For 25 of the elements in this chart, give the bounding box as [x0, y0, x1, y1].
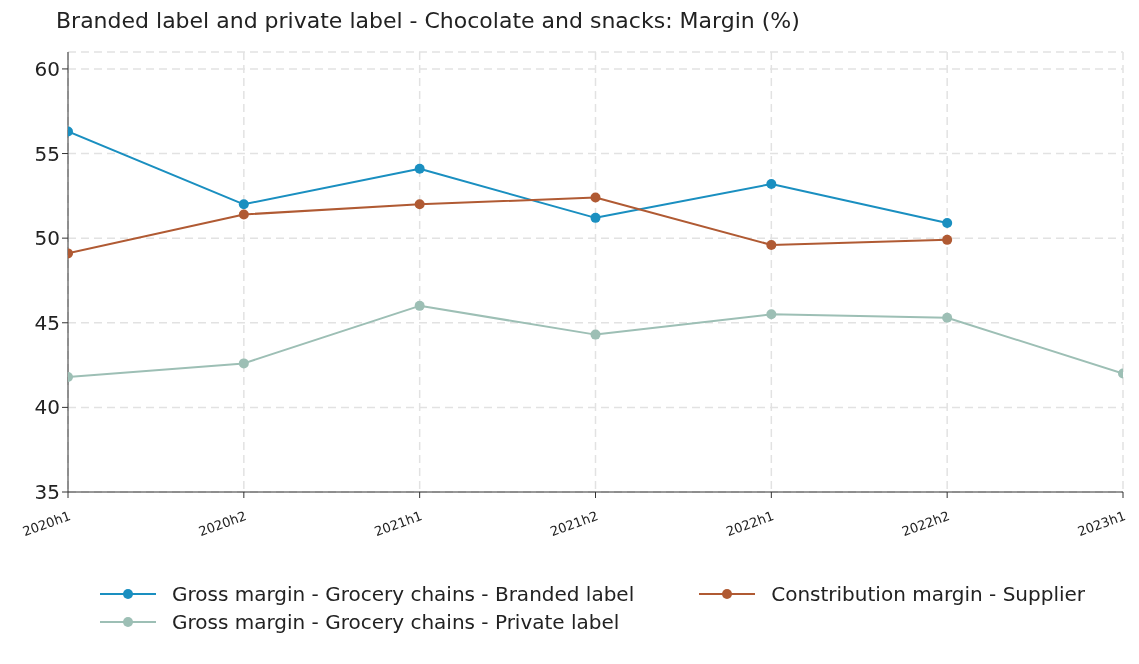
legend-label: Gross margin - Grocery chains - Private label — [172, 610, 620, 634]
point — [766, 239, 777, 250]
legend-label: Gross margin - Grocery chains - Branded label — [172, 582, 635, 606]
point — [414, 199, 425, 210]
point — [238, 199, 249, 210]
point — [766, 309, 777, 320]
y-tick-label: 40 — [34, 395, 60, 420]
y-tick-label: 35 — [34, 480, 60, 505]
legend-label: Constribution margin - Supplier — [771, 582, 1086, 606]
y-tick-label: 55 — [34, 141, 60, 166]
point — [590, 329, 601, 340]
point — [942, 234, 953, 245]
point — [238, 358, 249, 369]
point — [590, 192, 601, 203]
y-tick-label: 60 — [34, 57, 60, 82]
point — [414, 300, 425, 311]
point — [238, 209, 249, 220]
point — [942, 217, 953, 228]
y-tick-label: 45 — [34, 310, 60, 335]
y-tick-label: 50 — [34, 226, 60, 251]
chart-title: Branded label and private label - Chocolate and snacks: Margin (%) — [56, 8, 801, 35]
point — [414, 163, 425, 174]
point — [942, 312, 953, 323]
point — [766, 179, 777, 189]
point — [590, 212, 601, 223]
